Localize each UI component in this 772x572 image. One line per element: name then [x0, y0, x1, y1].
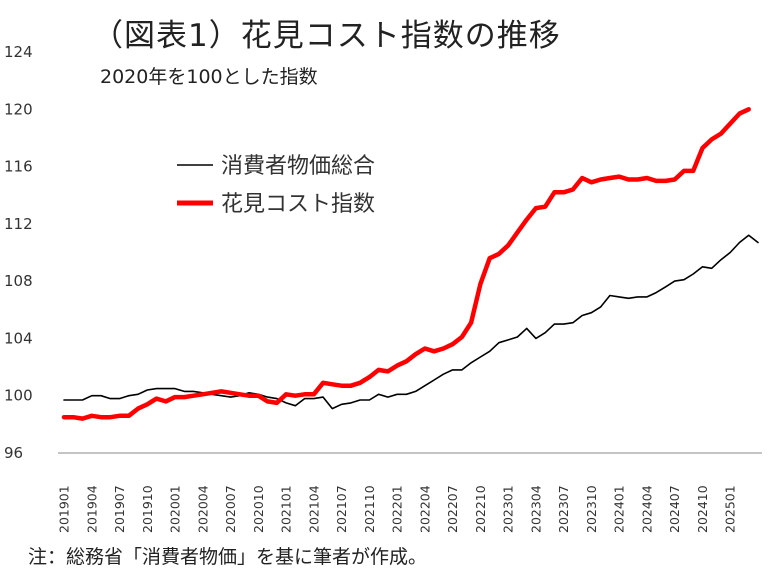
x-tick-label: 202401 [612, 485, 627, 533]
x-tick-label: 202201 [390, 485, 405, 533]
x-tick-label: 202404 [639, 485, 654, 533]
x-tick-label: 202310 [584, 485, 599, 533]
x-tick-label: 202204 [417, 485, 432, 533]
x-tick-label: 202004 [195, 485, 210, 533]
y-tick-label: 100 [4, 387, 33, 405]
legend: 消費者物価総合 花見コスト指数 [177, 154, 375, 217]
x-tick-label: 202301 [501, 485, 516, 533]
x-tick-label: 202110 [362, 485, 377, 533]
x-tick-label: 202107 [334, 485, 349, 533]
x-tick-label: 202104 [306, 485, 321, 533]
series-line-hanami [61, 107, 751, 421]
y-tick-label: 112 [4, 215, 33, 233]
y-axis-ticks: 96 100 104 108 112 116 120 124 [4, 43, 33, 462]
x-tick-label: 201904 [84, 485, 99, 533]
chart-title: （図表1）花見コスト指数の推移 [92, 18, 561, 54]
x-tick-label: 202001 [168, 485, 183, 533]
y-tick-label: 108 [4, 272, 33, 290]
chart-note: 注：総務省「消費者物価」を基に筆者が作成。 [28, 546, 428, 568]
y-tick-label: 116 [4, 158, 33, 176]
x-tick-label: 201901 [57, 485, 72, 533]
chart-subtitle: 2020年を100とした指数 [100, 66, 318, 88]
series-group [61, 107, 759, 421]
x-tick-label: 202010 [251, 485, 266, 533]
x-axis-ticks: 201901 201904 201907 201910 202001 202004 2020… [57, 485, 738, 533]
x-tick-label: 202207 [445, 485, 460, 533]
x-tick-label: 202410 [695, 485, 710, 533]
y-tick-label: 104 [4, 329, 33, 347]
y-tick-label: 124 [4, 43, 33, 61]
x-tick-label: 202210 [473, 485, 488, 533]
x-tick-label: 202501 [723, 485, 738, 533]
x-tick-label: 202101 [279, 485, 294, 533]
x-tick-label: 202007 [223, 485, 238, 533]
x-tick-label: 202407 [667, 485, 682, 533]
y-tick-label: 120 [4, 100, 33, 118]
x-tick-label: 202307 [556, 485, 571, 533]
x-tick-label: 201910 [140, 485, 155, 533]
x-tick-label: 201907 [112, 485, 127, 533]
x-tick-label: 202304 [528, 485, 543, 533]
legend-label-cpi: 消費者物価総合 [221, 154, 375, 179]
series-line-cpi [63, 234, 759, 410]
y-tick-label: 96 [4, 444, 23, 462]
legend-label-hanami: 花見コスト指数 [221, 192, 375, 217]
